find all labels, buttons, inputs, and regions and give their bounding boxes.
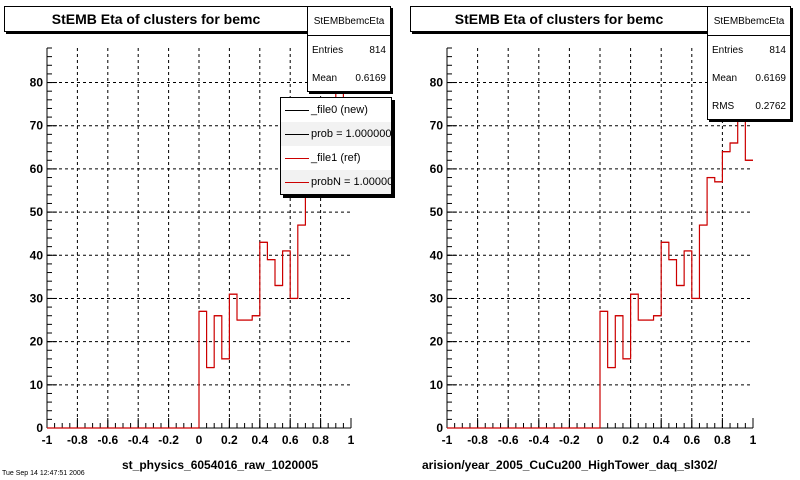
right-x-tick-label: -0.2 bbox=[559, 433, 580, 447]
right-x-tick-label: -0.8 bbox=[467, 433, 488, 447]
right-x-tick-label: 0.2 bbox=[622, 433, 639, 447]
right-y-tick-label: 0 bbox=[436, 421, 443, 435]
right-rms-label: RMS bbox=[712, 100, 735, 112]
right-y-tick-label: 10 bbox=[430, 378, 444, 392]
legend-item-file0: _file0 (new) bbox=[281, 98, 391, 122]
right-x-tick-label: 0.8 bbox=[714, 433, 731, 447]
left-x-tick-label: 0.6 bbox=[282, 433, 299, 447]
right-y-tick-label: 80 bbox=[430, 76, 444, 90]
legend-line-probn bbox=[285, 182, 309, 183]
left-entries-label: Entries bbox=[312, 44, 344, 56]
right-stats-name: StEMBbemcEta bbox=[708, 7, 790, 36]
left-x-tick-label: 0.4 bbox=[251, 433, 268, 447]
timestamp-note: Tue Sep 14 12:47:51 2006 bbox=[2, 470, 85, 477]
left-y-tick-label: 20 bbox=[30, 335, 44, 349]
left-stats-name: StEMBbemcEta bbox=[308, 7, 390, 36]
right-y-tick-label: 60 bbox=[430, 162, 444, 176]
left-stats-box: StEMBbemcEta Entries 814 Mean 0.6169 bbox=[307, 6, 391, 92]
left-x-tick-label: -1 bbox=[42, 433, 53, 447]
left-x-tick-label: 0.8 bbox=[312, 433, 329, 447]
left-y-tick-label: 50 bbox=[30, 205, 44, 219]
right-mean-label: Mean bbox=[712, 72, 738, 84]
left-stats-mean-row: Mean 0.6169 bbox=[308, 64, 390, 91]
left-y-tick-label: 70 bbox=[30, 119, 44, 133]
left-x-tick-label: -0.8 bbox=[67, 433, 88, 447]
right-x-tick-label: -1 bbox=[442, 433, 453, 447]
left-mean-value: 0.6169 bbox=[355, 72, 386, 84]
legend-item-prob: prob = 1.000000 bbox=[281, 122, 391, 146]
left-plot-title: StEMB Eta of clusters for bemc bbox=[4, 6, 308, 32]
right-rms-value: 0.2762 bbox=[755, 100, 786, 112]
left-x-tick-label: 0 bbox=[196, 433, 203, 447]
legend-line-file0 bbox=[285, 110, 309, 111]
left-y-tick-label: 10 bbox=[30, 378, 44, 392]
right-stats-box: StEMBbemcEta Entries 814 Mean 0.6169 RMS… bbox=[707, 6, 791, 120]
right-stats-mean-row: Mean 0.6169 bbox=[708, 64, 790, 92]
left-stats-entries-row: Entries 814 bbox=[308, 36, 390, 64]
left-title-text: StEMB Eta of clusters for bemc bbox=[51, 11, 261, 27]
right-x-tick-label: 0.6 bbox=[683, 433, 700, 447]
left-x-tick-label: 1 bbox=[348, 433, 355, 447]
right-x-tick-label: 0 bbox=[597, 433, 604, 447]
right-y-tick-label: 30 bbox=[430, 291, 444, 305]
legend-label-file0: _file0 (new) bbox=[311, 104, 368, 116]
right-stats-entries-row: Entries 814 bbox=[708, 36, 790, 64]
right-entries-value: 814 bbox=[769, 44, 786, 56]
legend-line-file1 bbox=[285, 158, 309, 159]
left-mean-label: Mean bbox=[312, 72, 338, 84]
left-x-tick-label: -0.2 bbox=[158, 433, 179, 447]
legend-item-file1: _file1 (ref) bbox=[281, 146, 391, 170]
right-y-tick-label: 20 bbox=[430, 335, 444, 349]
right-x-tick-label: 1 bbox=[750, 433, 757, 447]
right-entries-label: Entries bbox=[712, 44, 744, 56]
legend-label-probn: probN = 1.000000 bbox=[311, 176, 392, 188]
left-legend: _file0 (new) prob = 1.000000 _file1 (ref… bbox=[280, 97, 392, 195]
right-y-tick-label: 50 bbox=[430, 205, 444, 219]
left-x-tick-label: -0.4 bbox=[128, 433, 149, 447]
left-y-tick-label: 60 bbox=[30, 162, 44, 176]
right-y-tick-label: 40 bbox=[430, 248, 444, 262]
right-stats-rms-row: RMS 0.2762 bbox=[708, 92, 790, 120]
left-x-tick-label: -0.6 bbox=[97, 433, 118, 447]
legend-label-file1: _file1 (ref) bbox=[311, 152, 361, 164]
right-y-tick-label: 70 bbox=[430, 119, 444, 133]
right-x-tick-label: -0.4 bbox=[528, 433, 549, 447]
left-x-tick-label: 0.2 bbox=[221, 433, 238, 447]
right-x-axis-label: arision/year_2005_CuCu200_HighTower_daq_… bbox=[422, 458, 718, 472]
left-y-tick-label: 80 bbox=[30, 76, 44, 90]
right-plot-title: StEMB Eta of clusters for bemc bbox=[410, 6, 708, 32]
right-mean-value: 0.6169 bbox=[755, 72, 786, 84]
left-y-tick-label: 40 bbox=[30, 248, 44, 262]
legend-label-prob: prob = 1.000000 bbox=[311, 128, 392, 140]
left-entries-value: 814 bbox=[369, 44, 386, 56]
right-x-tick-label: 0.4 bbox=[653, 433, 670, 447]
right-title-text: StEMB Eta of clusters for bemc bbox=[454, 11, 664, 27]
legend-item-probn: probN = 1.000000 bbox=[281, 170, 391, 194]
left-y-tick-label: 0 bbox=[36, 421, 43, 435]
legend-line-prob bbox=[285, 134, 309, 135]
left-y-tick-label: 30 bbox=[30, 291, 44, 305]
right-x-tick-label: -0.6 bbox=[498, 433, 519, 447]
left-x-axis-label: st_physics_6054016_raw_1020005 bbox=[122, 458, 319, 472]
